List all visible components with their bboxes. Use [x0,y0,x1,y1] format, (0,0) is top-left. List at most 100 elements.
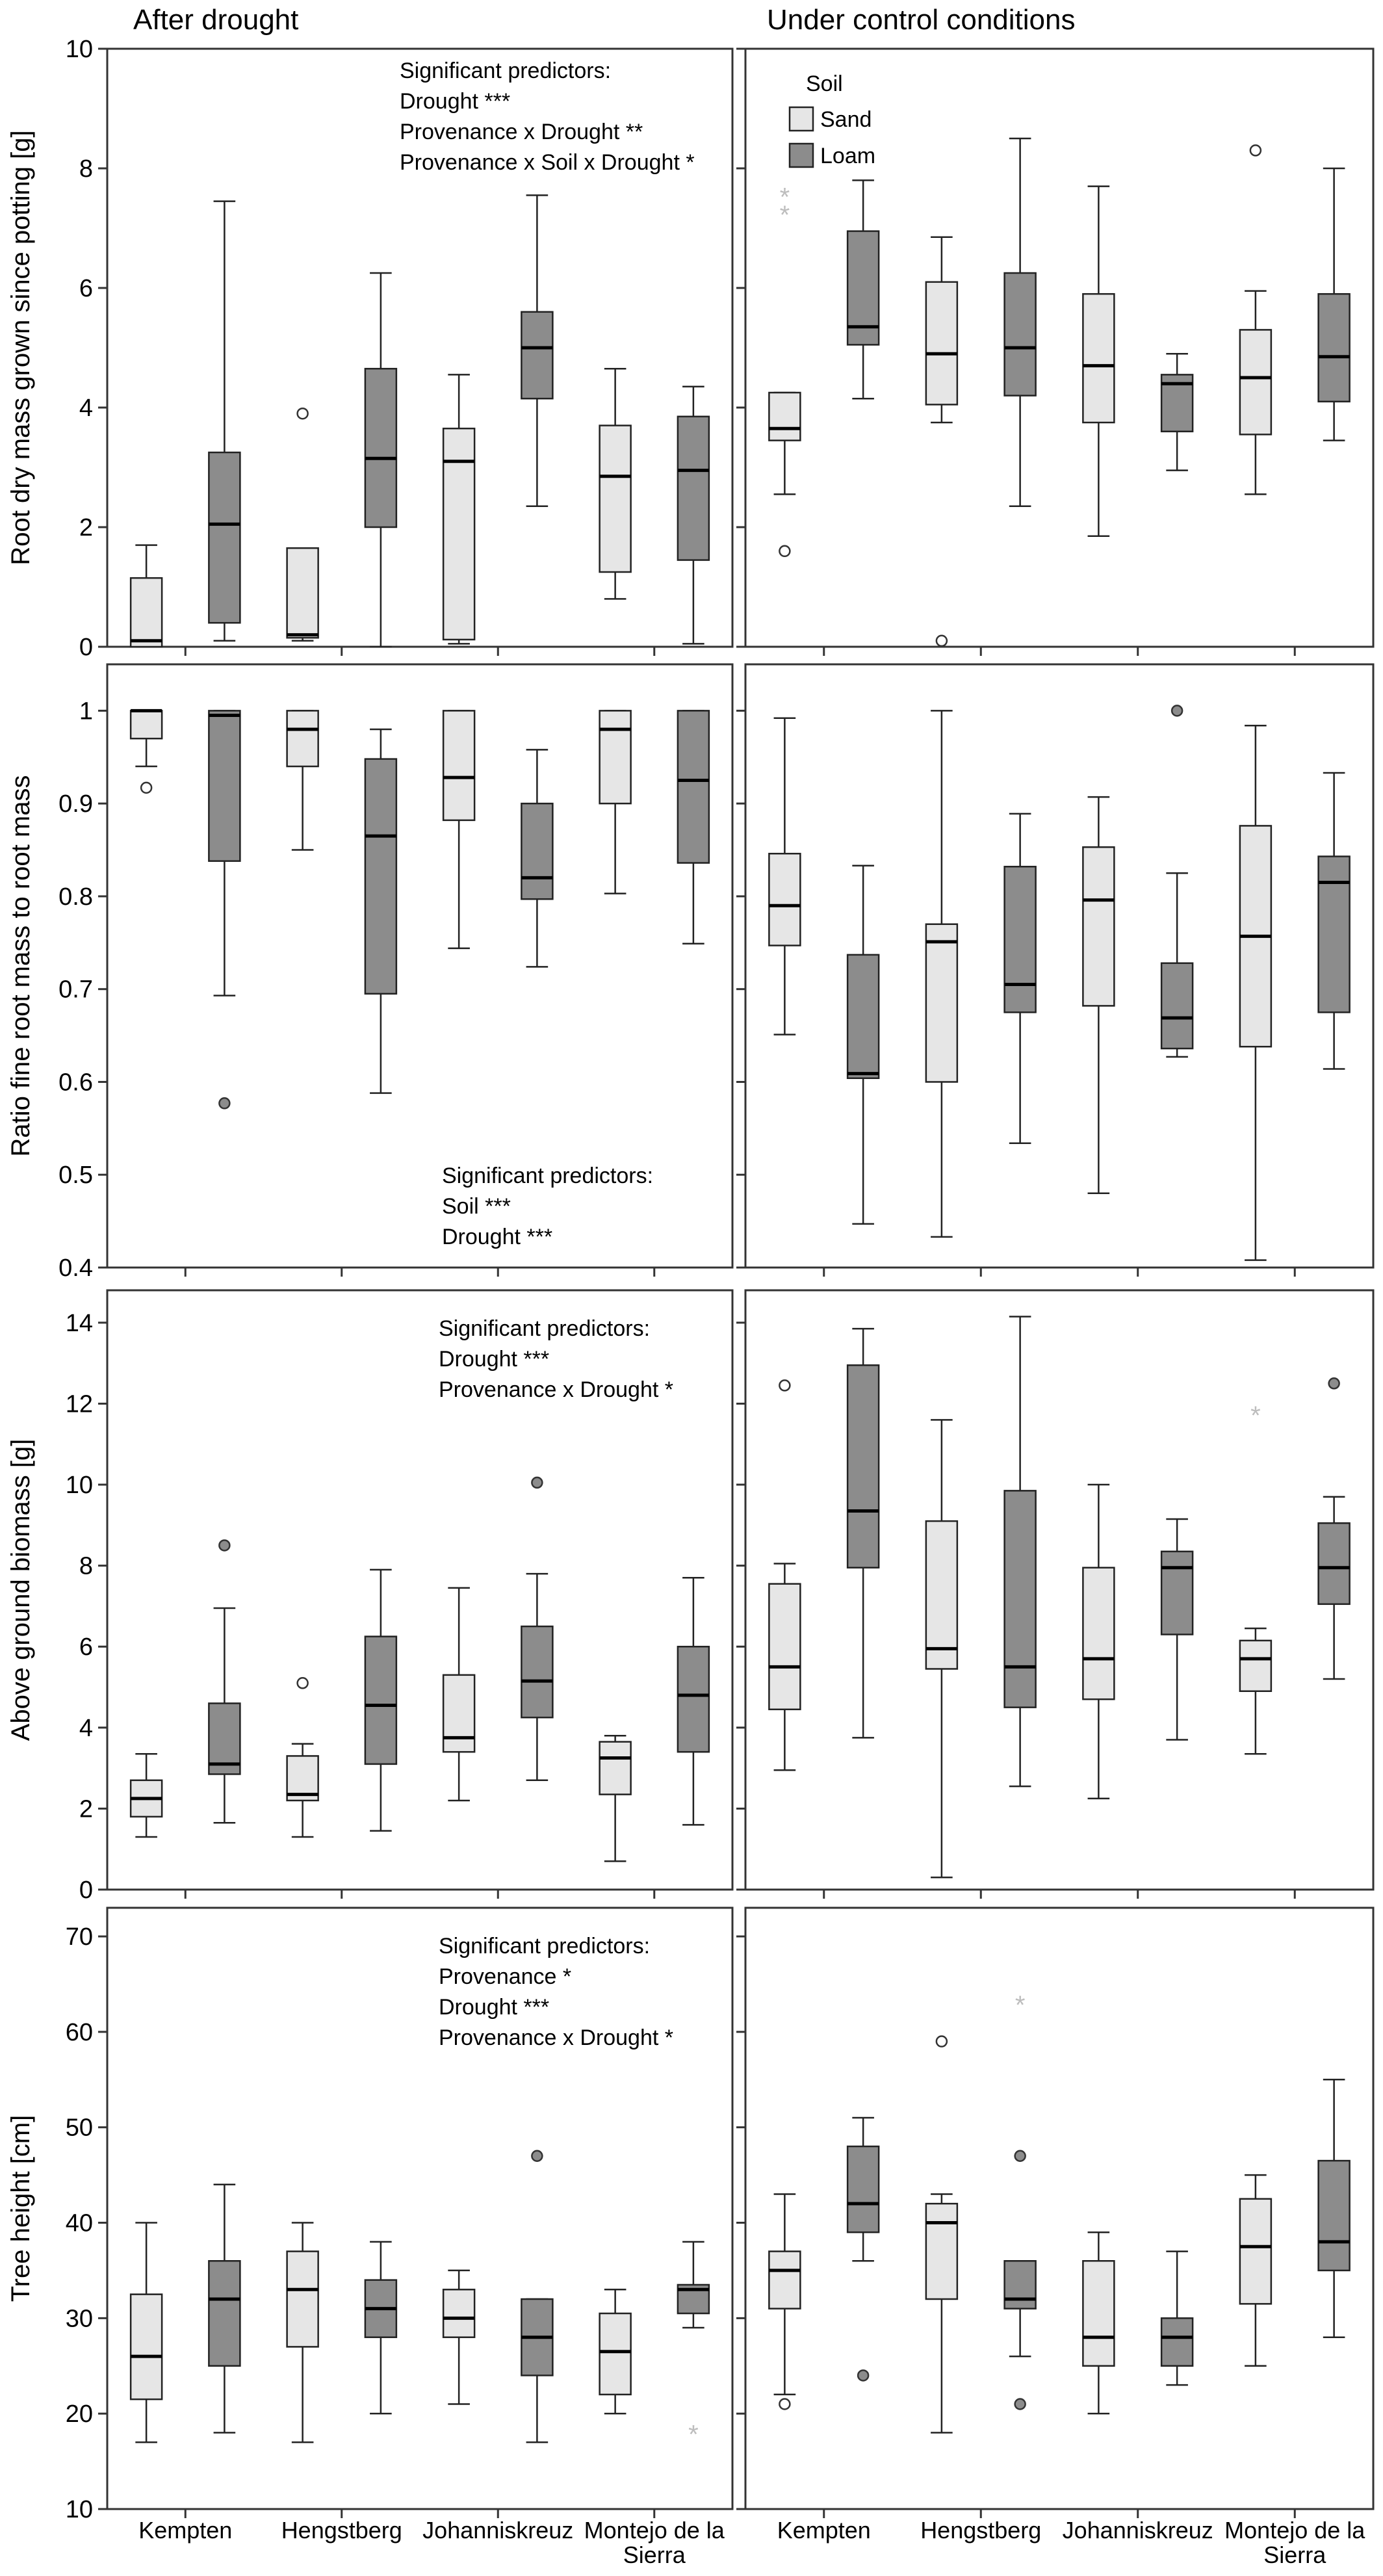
box-iqr [1160,1550,1194,1635]
panel-frame [744,47,1375,648]
significance-annotation-row2: Significant predictors: Soil *** Drought *… [442,1164,653,1249]
panel-frame [744,1906,1375,2510]
box-johanniskreuz-loam [1160,705,1194,1058]
box-iqr [1082,1567,1115,1700]
box-iqr [442,1674,476,1753]
y-tick-label: 40 [66,2210,93,2237]
x-category-label: Montejo de la [1224,2517,1365,2543]
box-montejo-de-la-sierra-loam [1317,1377,1351,1680]
box-johanniskreuz-sand [1082,1483,1115,1800]
annotation-line: Significant predictors: [400,59,611,83]
annotation-line: Drought *** [439,1347,549,1372]
legend-swatch-loam [788,142,814,168]
box-iqr [846,954,880,1080]
y-tick-label: 2 [79,1795,93,1823]
y-axis-label: Above ground biomass [g] [6,1439,35,1741]
box-hengstberg-sand [925,1419,959,1879]
significance-annotation-row3: Significant predictors: Drought *** Proven… [439,1316,673,1402]
box-johanniskreuz-sand [442,1587,476,1802]
extreme-point: * [1250,1401,1261,1430]
box-iqr [846,1364,880,1568]
panel-drought-row3: 0 2 4 6 8 10 12 14 [66,1289,734,1904]
significance-annotation-row1: Significant predictors: Drought *** Proven… [400,59,695,175]
box-iqr [442,427,476,641]
box-kempten-sand: ** [768,183,801,558]
box-hengstberg-sand [286,710,319,851]
box-iqr [129,577,163,648]
box-iqr [129,710,163,740]
outlier-point [935,634,948,647]
annotation-line: Drought *** [400,89,510,114]
box-iqr [1082,293,1115,424]
box-iqr [1317,1522,1351,1606]
box-johanniskreuz-sand [1082,185,1115,538]
box-iqr [286,2250,319,2348]
box-kempten-loam [846,179,880,400]
box-iqr [846,2145,880,2233]
box-iqr [925,1520,959,1670]
box-montejo-de-la-sierra-loam [677,710,710,944]
box-iqr [1160,962,1194,1050]
x-category-label: Kempten [777,2517,871,2543]
annotation-line: Provenance * [439,1964,571,1989]
box-kempten-loam [208,1539,241,1824]
legend-label-sand: Sand [820,107,872,132]
box-hengstberg-loam: * [1003,1991,1037,2410]
box-iqr [208,2260,241,2367]
outlier-point [140,781,153,794]
box-montejo-de-la-sierra-sand [599,367,632,600]
outlier-point [779,2398,791,2410]
outlier-point [1014,2150,1026,2162]
box-montejo-de-la-sierra-loam [677,385,710,645]
y-tick-label: 60 [66,2019,93,2046]
box-kempten-sand [129,544,163,648]
box-kempten-sand [129,1753,163,1838]
y-axis-label: Tree height [cm] [6,2115,35,2302]
box-iqr [129,2293,163,2400]
extreme-point: * [688,2421,699,2449]
box-iqr [521,1625,554,1719]
box-iqr [599,710,632,805]
box-hengstberg-sand [286,1677,319,1838]
box-iqr [521,802,554,900]
box-johanniskreuz-loam [1160,1518,1194,1741]
y-tick-label: 8 [79,155,93,183]
box-kempten-sand [129,709,163,794]
box-iqr [677,415,710,561]
x-category-label: Johanniskreuz [422,2517,573,2543]
annotation-line: Significant predictors: [442,1164,653,1188]
outlier-point [218,1539,231,1552]
panel-control-row1: ** [736,47,1375,656]
box-iqr [1082,846,1115,1007]
header-after-drought: After drought [133,4,298,36]
box-iqr [599,2312,632,2396]
box-montejo-de-la-sierra-loam [677,1577,710,1826]
box-hengstberg-sand [925,2035,959,2434]
y-tick-label: 0.4 [58,1255,93,1282]
box-kempten-sand [768,2193,801,2410]
y-tick-label: 10 [66,2496,93,2523]
box-hengstberg-sand [925,710,959,1238]
box-kempten-loam [208,2183,241,2434]
box-iqr [925,281,959,406]
outlier-point [1328,1377,1340,1390]
box-iqr [364,367,398,528]
box-johanniskreuz-sand [442,710,476,950]
legend: Soil Sand Loam [788,72,875,168]
box-montejo-de-la-sierra-sand: * [1239,1401,1273,1755]
box-iqr [364,1635,398,1765]
annotation-line: Provenance x Drought ** [400,120,643,144]
x-category-label: Johanniskreuz [1063,2517,1213,2543]
box-hengstberg-sand [925,236,959,647]
box-iqr [1239,329,1273,436]
box-iqr [1003,272,1037,397]
box-hengstberg-loam [364,272,398,648]
box-iqr [768,852,801,946]
box-kempten-loam [208,200,241,642]
box-iqr [1082,2260,1115,2367]
y-tick-label: 0.8 [58,883,93,911]
y-tick-label: 2 [79,514,93,541]
box-montejo-de-la-sierra-sand [599,1735,632,1862]
box-iqr [925,923,959,1083]
box-montejo-de-la-sierra-sand [599,2289,632,2415]
